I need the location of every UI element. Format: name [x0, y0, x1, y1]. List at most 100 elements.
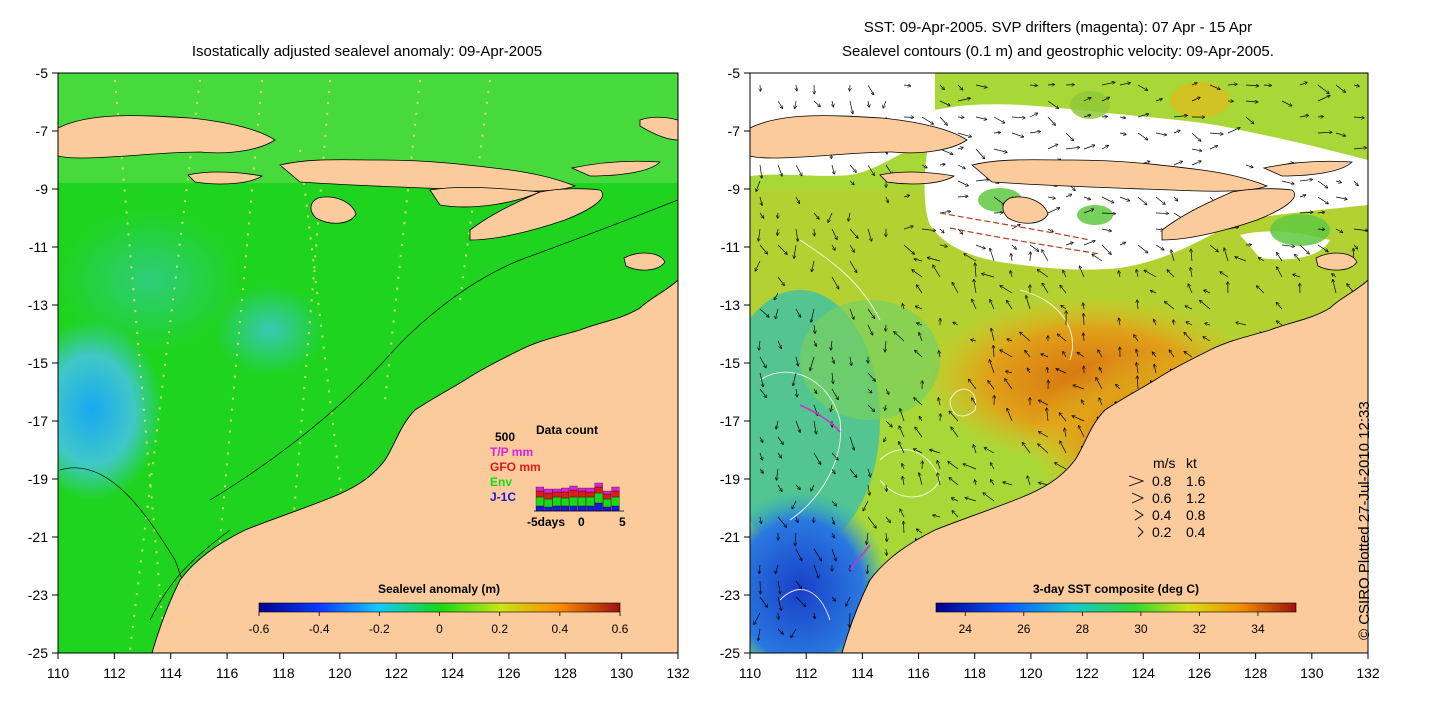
- y-tick-label: -21: [720, 529, 740, 545]
- y-tick-label: -19: [720, 471, 740, 487]
- colorbar-tick-label: -0.6: [249, 622, 270, 636]
- y-tick-label: -11: [721, 239, 740, 255]
- y-tick-label: -25: [28, 645, 48, 661]
- velocity-legend-kt: 0.4: [1186, 524, 1206, 540]
- data-count-bar: [578, 506, 586, 511]
- x-tick-label: 112: [795, 665, 818, 681]
- velocity-legend-ms: 0.8: [1152, 473, 1172, 489]
- colorbar-gradient: [259, 603, 620, 612]
- x-tick-label: 122: [1075, 665, 1099, 681]
- left-panel-title: Isostatically adjusted sealevel anomaly:…: [192, 43, 542, 60]
- data-count-bar: [578, 491, 586, 497]
- data-count-bar: [544, 489, 552, 493]
- velocity-legend-ms: 0.4: [1152, 507, 1172, 523]
- data-count-series-label: GFO mm: [490, 460, 541, 474]
- y-tick-label: -7: [728, 123, 741, 139]
- x-tick-label: 122: [385, 665, 409, 681]
- x-tick-label: 130: [1300, 665, 1324, 681]
- right-panel-title-line1: SST: 09-Apr-2005. SVP drifters (magenta)…: [864, 19, 1252, 36]
- data-count-bar: [595, 493, 603, 503]
- y-tick-label: -25: [720, 645, 740, 661]
- colorbar-tick-label: 0.6: [612, 622, 629, 636]
- data-count-bar: [586, 497, 594, 506]
- data-count-bar: [570, 506, 578, 511]
- y-tick-label: -19: [28, 471, 48, 487]
- data-count-bar: [553, 497, 561, 506]
- data-count-bar: [536, 487, 544, 491]
- data-count-bar: [612, 497, 620, 506]
- y-tick-label: -13: [28, 297, 48, 313]
- colorbar-tick-label: 26: [1017, 622, 1031, 636]
- data-count-bar: [561, 498, 569, 506]
- y-tick-label: -23: [720, 587, 740, 603]
- y-tick-label: -15: [28, 355, 48, 371]
- data-count-bar: [561, 492, 569, 498]
- x-tick-label: 116: [907, 665, 930, 681]
- x-tick-label: 110: [47, 665, 70, 681]
- x-tick-label: 116: [216, 665, 239, 681]
- x-tick-label: 126: [497, 665, 521, 681]
- data-count-xtick: 0: [578, 515, 585, 529]
- colorbar-tick-label: 0.4: [551, 622, 568, 636]
- data-count-bar: [553, 506, 561, 511]
- y-tick-label: -5: [728, 65, 741, 81]
- data-count-xtick: -5days: [527, 515, 565, 529]
- data-count-bar: [570, 497, 578, 506]
- data-count-bar: [544, 507, 552, 511]
- y-tick-label: -9: [728, 181, 741, 197]
- colorbar-tick-label: 34: [1251, 622, 1265, 636]
- data-count-bar: [561, 506, 569, 511]
- velocity-legend-kt: 0.8: [1186, 507, 1206, 523]
- velocity-legend-kt: 1.2: [1186, 490, 1206, 506]
- x-tick-label: 110: [739, 665, 762, 681]
- x-tick-label: 118: [964, 665, 987, 681]
- data-count-bar: [561, 488, 569, 492]
- colorbar-tick-label: 0.2: [491, 622, 508, 636]
- data-count-bar: [586, 506, 594, 511]
- data-count-bar: [544, 499, 552, 507]
- data-count-bar: [536, 506, 544, 511]
- x-tick-label: 128: [1244, 665, 1268, 681]
- y-tick-label: -13: [720, 297, 740, 313]
- data-count-bar: [603, 494, 611, 499]
- data-count-bar: [595, 487, 603, 493]
- data-count-bar: [595, 483, 603, 487]
- y-tick-label: -5: [36, 65, 49, 81]
- plot-credit: © CSIRO Plotted 27-Jul-2010 12:33: [1356, 320, 1378, 640]
- x-tick-label: 114: [160, 665, 183, 681]
- data-count-bar: [570, 490, 578, 497]
- velocity-legend-kt-header: kt: [1186, 455, 1197, 471]
- data-count-bar: [603, 491, 611, 494]
- colorbar-tick-label: -0.2: [369, 622, 390, 636]
- velocity-legend-ms: 0.2: [1152, 524, 1172, 540]
- x-tick-label: 120: [328, 665, 352, 681]
- data-count-title: Data count: [536, 423, 598, 437]
- data-count-bar: [612, 506, 620, 511]
- x-tick-label: 128: [554, 665, 578, 681]
- left-panel: Isostatically adjusted sealevel anomaly:…: [22, 43, 690, 681]
- data-count-bar: [536, 497, 544, 506]
- colorbar-tick-label: -0.4: [309, 622, 330, 636]
- y-tick-label: -17: [28, 413, 48, 429]
- y-tick-label: -21: [28, 529, 48, 545]
- x-tick-label: 124: [441, 665, 465, 681]
- y-tick-label: -11: [29, 239, 48, 255]
- x-tick-label: 132: [1356, 665, 1380, 681]
- velocity-legend-ms: 0.6: [1152, 490, 1172, 506]
- x-tick-label: 132: [666, 665, 690, 681]
- velocity-legend-kt: 1.6: [1186, 473, 1206, 489]
- x-tick-label: 112: [103, 665, 126, 681]
- right-panel-title-line2: Sealevel contours (0.1 m) and geostrophi…: [842, 43, 1274, 60]
- colorbar-tick-label: 0: [436, 622, 443, 636]
- data-count-series-label: T/P mm: [490, 445, 533, 459]
- x-tick-label: 126: [1188, 665, 1212, 681]
- sealevel-map: [22, 73, 678, 653]
- data-count-bar: [603, 499, 611, 507]
- colorbar-tick-label: 24: [959, 622, 973, 636]
- data-count-bar: [603, 507, 611, 511]
- velocity-legend-ms-header: m/s: [1153, 455, 1176, 471]
- data-count-max: 500: [495, 430, 515, 444]
- x-tick-label: 114: [851, 665, 874, 681]
- y-tick-label: -7: [36, 123, 49, 139]
